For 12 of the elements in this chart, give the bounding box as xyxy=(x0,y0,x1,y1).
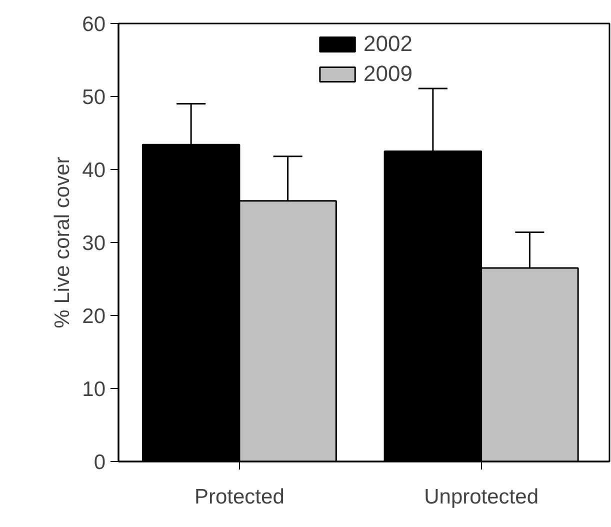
y-tick-label: 40 xyxy=(82,159,106,182)
y-tick-label: 10 xyxy=(82,378,106,401)
y-tick-label: 30 xyxy=(82,232,106,255)
y-tick-label: 20 xyxy=(82,305,106,328)
x-tick-label: Protected xyxy=(194,486,284,508)
y-tick-label: 0 xyxy=(94,451,106,474)
legend-label: 2002 xyxy=(364,31,412,57)
y-axis-title: % Live coral cover xyxy=(51,156,74,328)
x-tick-label: Unprotected xyxy=(424,486,539,508)
y-tick-label: 50 xyxy=(82,86,106,109)
y-tick-label: 60 xyxy=(82,13,106,36)
legend-label: 2009 xyxy=(364,61,412,87)
